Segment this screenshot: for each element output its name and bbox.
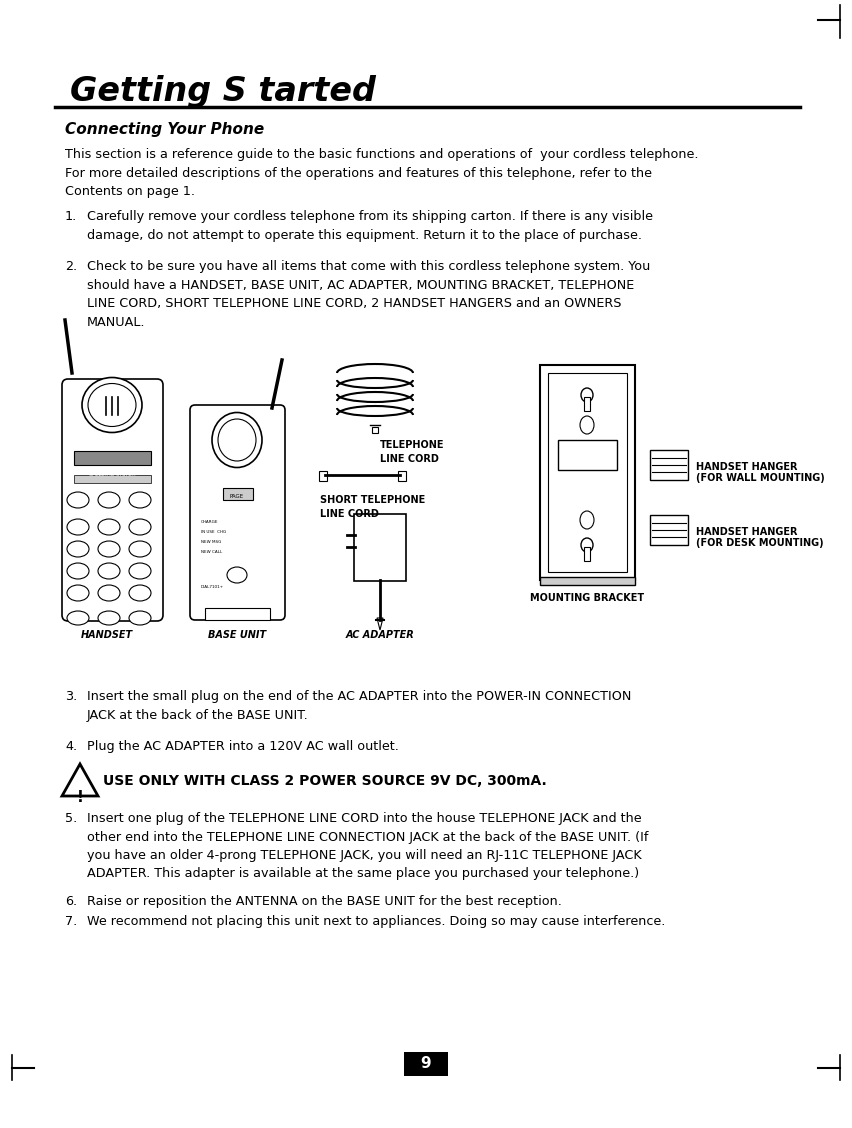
Text: Connecting Your Phone: Connecting Your Phone xyxy=(65,122,264,136)
Text: 3.: 3. xyxy=(65,690,78,703)
Text: (FOR DESK MOUNTING): (FOR DESK MOUNTING) xyxy=(696,538,824,548)
Text: (FOR WALL MOUNTING): (FOR WALL MOUNTING) xyxy=(696,473,825,483)
Ellipse shape xyxy=(581,538,593,552)
Bar xyxy=(372,428,378,433)
Ellipse shape xyxy=(98,519,120,535)
FancyBboxPatch shape xyxy=(354,514,406,581)
Text: USE ONLY WITH CLASS 2 POWER SOURCE 9V DC, 300mA.: USE ONLY WITH CLASS 2 POWER SOURCE 9V DC… xyxy=(103,774,547,788)
Ellipse shape xyxy=(67,519,89,535)
Bar xyxy=(74,475,151,483)
Text: SHORT TELEPHONE: SHORT TELEPHONE xyxy=(320,495,425,505)
Text: LINE CORD: LINE CORD xyxy=(320,509,379,519)
Text: 6.: 6. xyxy=(65,895,78,908)
Ellipse shape xyxy=(98,585,120,601)
Text: 5.: 5. xyxy=(65,812,78,825)
Text: Insert the small plug on the end of the AC ADAPTER into the POWER-IN CONNECTION
: Insert the small plug on the end of the … xyxy=(87,690,631,722)
Polygon shape xyxy=(377,618,383,631)
Text: NEW MSG: NEW MSG xyxy=(201,540,222,544)
Bar xyxy=(558,440,617,470)
Bar xyxy=(205,608,270,620)
Ellipse shape xyxy=(581,388,593,402)
Text: IN USE  CHG: IN USE CHG xyxy=(201,530,227,534)
FancyBboxPatch shape xyxy=(62,379,163,622)
Bar xyxy=(584,547,590,561)
Ellipse shape xyxy=(580,416,594,434)
Ellipse shape xyxy=(98,492,120,508)
Text: We recommend not placing this unit next to appliances. Doing so may cause interf: We recommend not placing this unit next … xyxy=(87,915,665,928)
Text: Carefully remove your cordless telephone from its shipping carton. If there is a: Carefully remove your cordless telephone… xyxy=(87,210,653,241)
Ellipse shape xyxy=(129,611,151,625)
Ellipse shape xyxy=(67,563,89,579)
Text: !: ! xyxy=(77,790,83,805)
Text: Check to be sure you have all items that come with this cordless telephone syste: Check to be sure you have all items that… xyxy=(87,259,650,328)
Bar xyxy=(404,1052,448,1076)
Ellipse shape xyxy=(98,541,120,557)
Ellipse shape xyxy=(129,585,151,601)
Ellipse shape xyxy=(227,567,247,583)
Text: This section is a reference guide to the basic functions and operations of  your: This section is a reference guide to the… xyxy=(65,148,699,199)
Text: LINE CORD: LINE CORD xyxy=(380,453,439,464)
Bar xyxy=(548,373,627,572)
Bar xyxy=(650,450,688,481)
Text: AC ADAPTER: AC ADAPTER xyxy=(346,631,414,640)
Ellipse shape xyxy=(67,541,89,557)
Text: Raise or reposition the ANTENNA on the BASE UNIT for the best reception.: Raise or reposition the ANTENNA on the B… xyxy=(87,895,561,908)
Text: 9: 9 xyxy=(421,1057,431,1072)
Text: Insert one plug of the TELEPHONE LINE CORD into the house TELEPHONE JACK and the: Insert one plug of the TELEPHONE LINE CO… xyxy=(87,812,648,881)
Bar xyxy=(650,515,688,545)
Text: DIAL7101+: DIAL7101+ xyxy=(201,585,224,589)
Text: HANDSET HANGER: HANDSET HANGER xyxy=(696,462,797,472)
Bar xyxy=(74,451,151,465)
Text: Getting S tarted: Getting S tarted xyxy=(70,74,376,108)
Text: MOUNTING BRACKET: MOUNTING BRACKET xyxy=(530,593,644,603)
Text: 4.: 4. xyxy=(65,740,78,754)
Bar xyxy=(540,578,635,585)
Bar xyxy=(398,472,406,481)
Ellipse shape xyxy=(67,611,89,625)
Text: 7.: 7. xyxy=(65,915,78,928)
FancyBboxPatch shape xyxy=(190,405,285,620)
Ellipse shape xyxy=(82,378,142,432)
Text: NEW CALL: NEW CALL xyxy=(201,550,222,554)
Polygon shape xyxy=(62,764,98,796)
Ellipse shape xyxy=(212,413,262,467)
Ellipse shape xyxy=(98,563,120,579)
Ellipse shape xyxy=(67,492,89,508)
Text: HANDSET: HANDSET xyxy=(81,631,133,640)
Ellipse shape xyxy=(67,585,89,601)
Ellipse shape xyxy=(129,541,151,557)
Ellipse shape xyxy=(218,418,256,461)
Bar xyxy=(319,472,327,481)
Text: PAGE: PAGE xyxy=(230,494,244,499)
Bar xyxy=(223,488,253,500)
Ellipse shape xyxy=(98,611,120,625)
Ellipse shape xyxy=(580,511,594,529)
Ellipse shape xyxy=(129,519,151,535)
Text: CALLER ID SYSTEM: CALLER ID SYSTEM xyxy=(89,472,135,477)
Ellipse shape xyxy=(88,384,136,426)
Ellipse shape xyxy=(129,563,151,579)
Text: 1.: 1. xyxy=(65,210,78,223)
Ellipse shape xyxy=(129,492,151,508)
Text: 2.: 2. xyxy=(65,259,78,273)
Bar xyxy=(584,397,590,411)
Text: HANDSET HANGER: HANDSET HANGER xyxy=(696,527,797,537)
Text: BASE UNIT: BASE UNIT xyxy=(208,631,266,640)
Text: Plug the AC ADAPTER into a 120V AC wall outlet.: Plug the AC ADAPTER into a 120V AC wall … xyxy=(87,740,399,754)
Text: CHARGE: CHARGE xyxy=(201,520,218,525)
Text: TELEPHONE: TELEPHONE xyxy=(380,440,445,450)
Bar xyxy=(540,365,635,580)
